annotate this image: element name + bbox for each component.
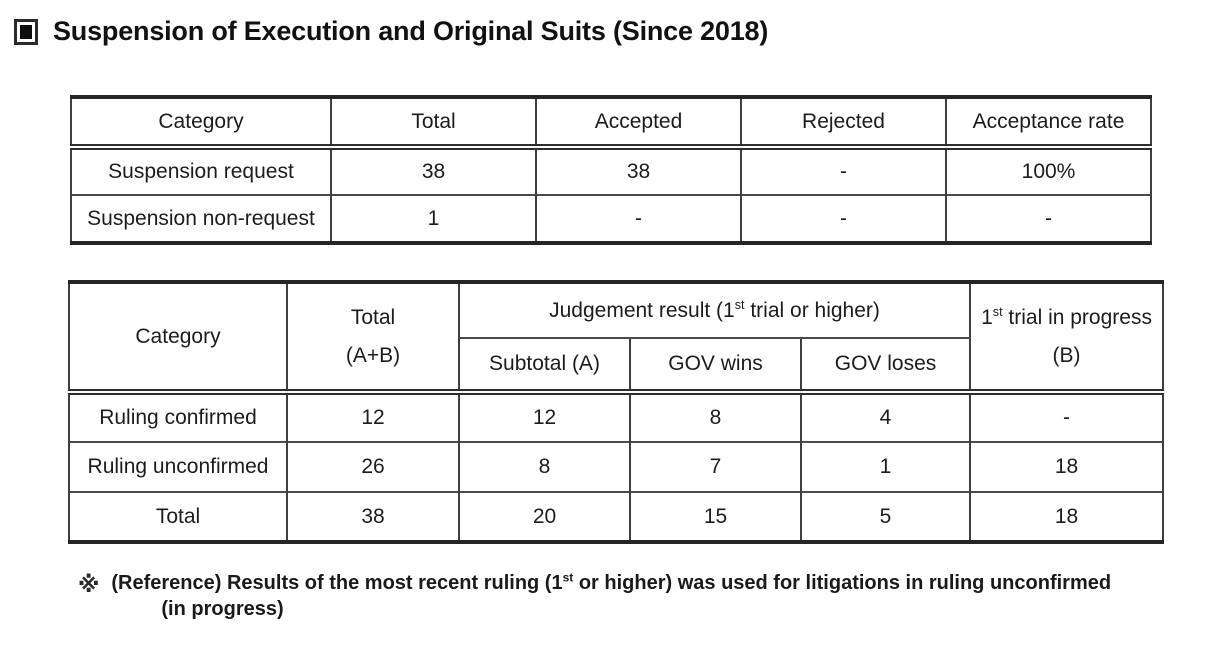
t1-header-acceptance-rate: Acceptance rate — [945, 97, 1152, 150]
t1-cell-total: 1 — [330, 194, 537, 243]
t1-cell-rate: - — [945, 194, 1152, 243]
t2-progress-line2: (B) — [1052, 343, 1081, 367]
t1-row-label: Suspension request — [70, 146, 332, 195]
t2-header-judgement-result: Judgement result (1st trial or higher) — [457, 282, 972, 339]
t2-header-row-1: Category Total (A+B) Judgement result (1… — [68, 282, 1165, 395]
table-row: Suspension request 38 38 - 100% — [70, 146, 1152, 195]
t2-cell-subtotal: 20 — [458, 491, 631, 542]
square-bullet-icon — [14, 18, 38, 45]
t2-row-label: Ruling confirmed — [68, 391, 288, 442]
t1-header-total: Total — [330, 97, 537, 150]
suspension-request-table: Category Total Accepted Rejected Accepta… — [70, 95, 1152, 245]
t2-header-category: Category — [68, 282, 288, 395]
reference-footnote: ※ (Reference) Results of the most recent… — [78, 570, 1112, 621]
t1-cell-accepted: 38 — [535, 146, 742, 195]
t1-row-label: Suspension non-request — [70, 194, 332, 243]
t2-cell-total: 12 — [286, 391, 460, 442]
t1-header-row: Category Total Accepted Rejected Accepta… — [70, 97, 1152, 150]
t2-progress-text-post: trial in progress — [1002, 305, 1152, 329]
t2-judgement-text: Judgement result (1 — [549, 298, 735, 322]
reference-text-pre: (Reference) Results of the most recent r… — [111, 572, 563, 594]
t2-row-label: Total — [68, 491, 288, 542]
t2-cell-total: 26 — [286, 441, 460, 492]
reference-text-line2: (in progress) — [161, 598, 284, 620]
page-title: Suspension of Execution and Original Sui… — [53, 16, 769, 46]
t2-header-gov-loses: GOV loses — [799, 338, 972, 395]
t1-cell-total: 38 — [330, 146, 537, 195]
t2-cell-subtotal: 8 — [458, 441, 631, 492]
t2-cell-total: 38 — [286, 491, 460, 542]
table-row: Total 38 20 15 5 18 — [68, 491, 1165, 542]
judgement-result-table: Category Total (A+B) Judgement result (1… — [68, 280, 1165, 544]
t1-cell-accepted: - — [535, 194, 742, 243]
table-row: Suspension non-request 1 - - - — [70, 194, 1152, 243]
reference-text-line1: (Reference) Results of the most recent r… — [111, 570, 1112, 595]
reference-superscript: st — [562, 570, 574, 585]
t2-judgement-superscript: st — [734, 297, 745, 312]
t2-cell-in-progress: 18 — [969, 491, 1165, 542]
t2-judgement-text-post: trial or higher) — [744, 298, 880, 322]
t2-cell-in-progress: 18 — [969, 441, 1165, 492]
section-title: Suspension of Execution and Original Sui… — [14, 16, 768, 47]
t1-header-rejected: Rejected — [740, 97, 947, 150]
t2-cell-gov-wins: 8 — [629, 391, 802, 442]
t1-header-category: Category — [70, 97, 332, 150]
t2-progress-superscript: st — [992, 304, 1003, 319]
t2-header-row-2: Subtotal (A) GOV wins GOV loses — [69, 338, 1163, 395]
t2-header-gov-wins: GOV wins — [629, 338, 802, 395]
reference-mark-icon: ※ — [78, 572, 100, 597]
t2-cell-gov-loses: 4 — [799, 391, 972, 442]
t2-header-total-line2: (A+B) — [345, 343, 401, 367]
t2-cell-in-progress: - — [969, 391, 1165, 442]
t2-cell-gov-wins: 7 — [629, 441, 802, 492]
reference-text-post: or higher) was used for litigations in r… — [573, 572, 1112, 594]
t1-header-accepted: Accepted — [535, 97, 742, 150]
table-row: Ruling confirmed 12 12 8 4 - — [68, 391, 1165, 442]
t2-row-label: Ruling unconfirmed — [68, 441, 288, 492]
t2-header-total: Total (A+B) — [286, 282, 460, 395]
t2-cell-gov-loses: 5 — [799, 491, 972, 542]
t1-cell-rate: 100% — [945, 146, 1152, 195]
t2-header-total-line1: Total — [350, 305, 396, 329]
t2-progress-line1: 1st trial in progress — [975, 304, 1158, 330]
t2-progress-text: 1 — [981, 305, 993, 329]
t1-cell-rejected: - — [740, 194, 947, 243]
t2-cell-gov-wins: 15 — [629, 491, 802, 542]
t2-header-trial-in-progress: 1st trial in progress (B) — [969, 282, 1165, 395]
t2-cell-gov-loses: 1 — [799, 441, 972, 492]
table-row: Ruling unconfirmed 26 8 7 1 18 — [68, 441, 1165, 492]
t1-cell-rejected: - — [740, 146, 947, 195]
t2-cell-subtotal: 12 — [458, 391, 631, 442]
reference-text: (Reference) Results of the most recent r… — [111, 570, 1112, 621]
t2-header-subtotal-a: Subtotal (A) — [458, 338, 631, 395]
square-bullet-inner — [20, 24, 32, 39]
